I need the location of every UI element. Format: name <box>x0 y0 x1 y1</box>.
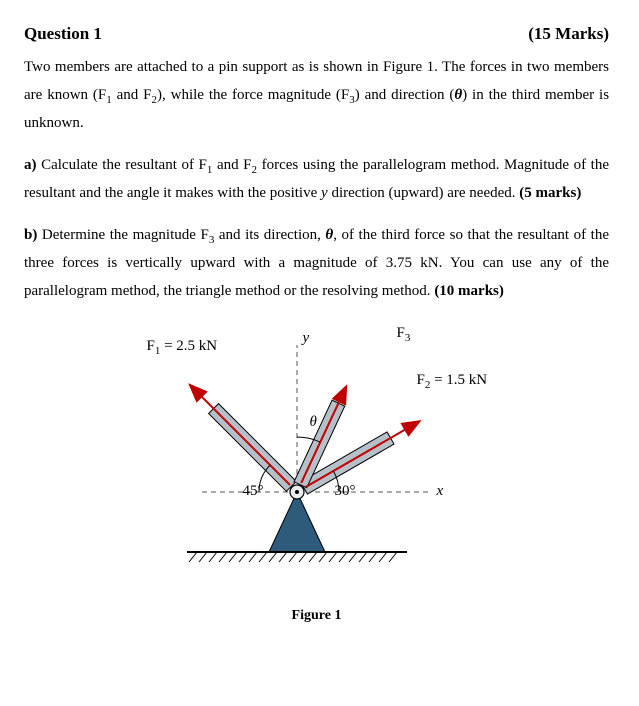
intro-t2: and F <box>112 87 152 103</box>
f2-angle-label: 30° <box>335 483 356 500</box>
y-axis-label: y <box>303 330 310 347</box>
f1-pre: F <box>147 338 155 354</box>
theta-label: θ <box>310 414 317 431</box>
figure-caption: Figure 1 <box>24 608 609 624</box>
part-b-t1: Determine the magnitude F <box>37 227 208 243</box>
part-b: b) Determine the magnitude F3 and its di… <box>24 222 609 306</box>
question-title: Question 1 <box>24 24 102 44</box>
part-b-t2: and its direction, <box>214 227 325 243</box>
question-header: Question 1 (15 Marks) <box>24 24 609 44</box>
f1-angle-label: 45° <box>243 483 264 500</box>
intro-t3: ), while the force magnitude (F <box>157 87 349 103</box>
part-a-t1: Calculate the resultant of F <box>37 157 207 173</box>
f1-label: F1 = 2.5 kN <box>147 338 218 357</box>
f2-pre: F <box>417 372 425 388</box>
f3-sub: 3 <box>405 332 411 344</box>
intro-paragraph: Two members are attached to a pin suppor… <box>24 54 609 138</box>
part-a-t2: and F <box>212 157 251 173</box>
part-b-marks: (10 marks) <box>434 283 504 299</box>
intro-t4: ) and direction ( <box>355 87 455 103</box>
f2-post: = 1.5 kN <box>430 372 487 388</box>
intro-theta: θ <box>454 87 462 103</box>
f3-pre: F <box>397 325 405 341</box>
part-a-label: a) <box>24 157 37 173</box>
question-marks: (15 Marks) <box>528 24 609 44</box>
f2-label: F2 = 1.5 kN <box>417 372 488 391</box>
part-a-t4: direction (upward) are needed. <box>328 185 520 201</box>
part-a-marks: (5 marks) <box>519 185 581 201</box>
figure-1: F1 = 2.5 kN F3 F2 = 1.5 kN y x 45° 30° θ <box>107 320 527 600</box>
part-a: a) Calculate the resultant of F1 and F2 … <box>24 152 609 208</box>
figure-svg <box>107 320 527 580</box>
f3-label: F3 <box>397 325 411 344</box>
part-b-label: b) <box>24 227 37 243</box>
x-axis-label: x <box>437 483 444 500</box>
f1-post: = 2.5 kN <box>160 338 217 354</box>
part-a-y: y <box>321 185 328 201</box>
